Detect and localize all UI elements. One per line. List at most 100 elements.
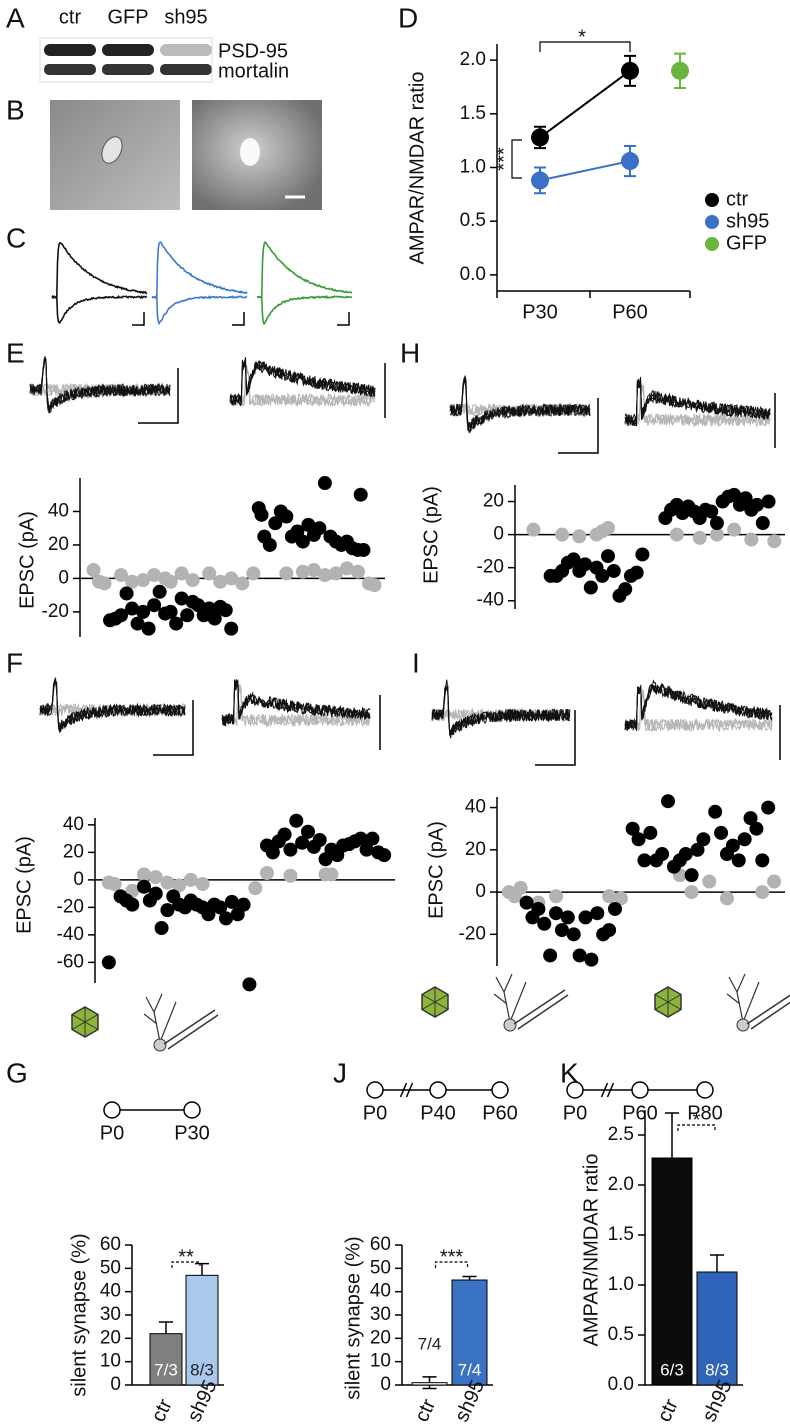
point xyxy=(661,794,676,809)
annotation: ** xyxy=(178,1246,194,1268)
y-tick-label: 0.5 xyxy=(608,1324,634,1345)
point xyxy=(761,494,776,509)
point xyxy=(119,586,134,601)
trace xyxy=(151,241,248,299)
legend-marker xyxy=(705,237,719,251)
point xyxy=(268,516,283,531)
y-tick-label: 30 xyxy=(100,1304,121,1325)
y-tick-label: 0.5 xyxy=(460,210,486,231)
y-tick-label: 40 xyxy=(63,814,84,835)
point xyxy=(125,574,140,589)
y-tick-label: 0 xyxy=(475,881,486,902)
virus-spoke xyxy=(654,1001,669,1010)
point xyxy=(174,591,189,606)
point xyxy=(737,832,752,847)
y-tick-label: 0 xyxy=(380,1374,391,1395)
point xyxy=(312,521,327,536)
point xyxy=(114,568,129,583)
trace xyxy=(39,680,186,732)
panel-letter: K xyxy=(560,1057,579,1088)
point xyxy=(141,621,156,636)
point xyxy=(125,601,140,616)
y-tick-label: -20 xyxy=(477,557,504,578)
panel-letter: C xyxy=(6,222,26,253)
point xyxy=(709,516,724,531)
trace xyxy=(624,683,773,731)
point xyxy=(519,895,534,910)
virus-spoke xyxy=(421,1001,436,1010)
x-tick-label: ctr xyxy=(411,1396,440,1425)
band-label: PSD-95 xyxy=(218,40,288,62)
point xyxy=(295,835,310,850)
y-tick-label: -20 xyxy=(57,896,84,917)
point xyxy=(195,877,210,891)
point xyxy=(606,563,621,578)
point xyxy=(180,608,195,623)
point xyxy=(566,552,581,567)
timeline-node xyxy=(103,1101,121,1119)
bar xyxy=(651,1157,693,1386)
point xyxy=(377,848,392,863)
lane-label: sh95 xyxy=(164,6,207,28)
point xyxy=(601,520,615,535)
point xyxy=(224,571,239,586)
y-tick-label: 60 xyxy=(100,1234,121,1255)
timeline-label: P60 xyxy=(622,1102,658,1124)
point xyxy=(537,916,552,931)
point xyxy=(692,530,707,545)
point xyxy=(678,847,693,862)
point xyxy=(86,563,101,578)
point xyxy=(621,61,639,80)
soma xyxy=(153,1038,167,1052)
timeline-node xyxy=(183,1101,201,1119)
point xyxy=(317,476,332,491)
point xyxy=(353,487,368,502)
point xyxy=(696,832,711,847)
trace xyxy=(624,376,771,427)
scale-bar xyxy=(232,312,245,326)
cell xyxy=(240,138,260,166)
point xyxy=(601,549,615,564)
timeline-label: P0 xyxy=(363,1102,387,1124)
y-tick-label: 2.0 xyxy=(608,1174,634,1195)
point xyxy=(353,831,368,846)
y-tick-label: -40 xyxy=(477,590,504,611)
point xyxy=(629,565,644,580)
virus-spoke xyxy=(434,994,449,1003)
virus-spoke xyxy=(84,1014,99,1023)
point xyxy=(137,879,151,894)
point xyxy=(101,955,116,970)
legend-label: GFP xyxy=(726,232,767,254)
virus-spoke xyxy=(71,1014,86,1023)
point xyxy=(248,881,263,896)
point xyxy=(755,853,770,868)
panel-letter: E xyxy=(6,337,25,368)
neuron-icon xyxy=(143,993,177,1043)
point xyxy=(306,563,321,578)
panel-letter: I xyxy=(412,647,420,678)
point xyxy=(136,573,151,588)
y-axis-label: silent synapse (%) xyxy=(68,1233,90,1396)
point xyxy=(147,598,162,613)
point xyxy=(531,128,549,147)
y-tick-label: 40 xyxy=(48,500,69,521)
y-tick-label: 40 xyxy=(100,1281,121,1302)
point xyxy=(572,529,587,544)
trace xyxy=(51,294,148,324)
point xyxy=(709,527,724,542)
point xyxy=(531,901,546,916)
point xyxy=(702,874,717,889)
point xyxy=(148,886,163,901)
trace xyxy=(624,693,773,732)
bracket xyxy=(511,139,522,179)
point xyxy=(236,897,251,912)
point xyxy=(160,875,175,890)
y-tick-label: 1.5 xyxy=(460,103,486,124)
virus-spoke xyxy=(654,994,669,1003)
point xyxy=(549,906,564,921)
point xyxy=(130,616,145,631)
n-label: 8/3 xyxy=(705,1360,729,1379)
point xyxy=(279,509,294,524)
timeline-break xyxy=(600,1082,615,1098)
